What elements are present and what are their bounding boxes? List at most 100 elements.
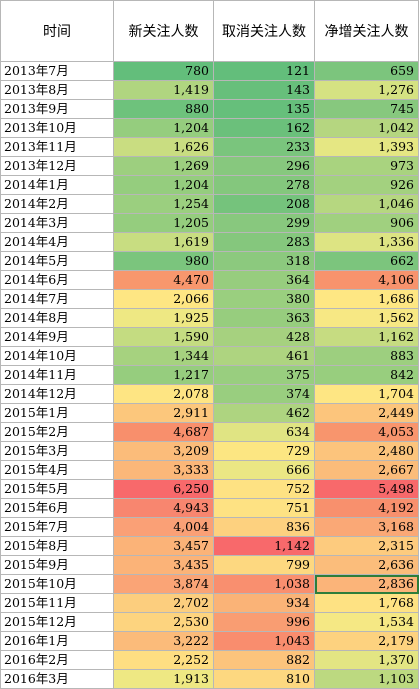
cell-net-followers[interactable]: 2,449 xyxy=(314,403,419,423)
header-unfollows[interactable]: 取消关注人数 xyxy=(213,0,315,62)
cell-unfollows[interactable]: 278 xyxy=(213,175,315,195)
cell-new-followers[interactable]: 1,626 xyxy=(113,137,214,157)
cell-unfollows[interactable]: 882 xyxy=(213,650,315,670)
cell-new-followers[interactable]: 2,066 xyxy=(113,289,214,309)
cell-unfollows[interactable]: 461 xyxy=(213,346,315,366)
cell-net-followers[interactable]: 1,042 xyxy=(314,118,419,138)
cell-net-followers[interactable]: 662 xyxy=(314,251,419,271)
cell-new-followers[interactable]: 4,004 xyxy=(113,517,214,537)
cell-new-followers[interactable]: 1,205 xyxy=(113,213,214,233)
cell-net-followers[interactable]: 1,704 xyxy=(314,384,419,404)
cell-unfollows[interactable]: 135 xyxy=(213,99,315,119)
cell-net-followers[interactable]: 4,053 xyxy=(314,422,419,442)
cell-net-followers[interactable]: 883 xyxy=(314,346,419,366)
cell-unfollows[interactable]: 121 xyxy=(213,61,315,81)
cell-month[interactable]: 2014年5月 xyxy=(0,251,114,271)
cell-month[interactable]: 2015年3月 xyxy=(0,441,114,461)
cell-new-followers[interactable]: 1,590 xyxy=(113,327,214,347)
cell-net-followers[interactable]: 1,686 xyxy=(314,289,419,309)
cell-new-followers[interactable]: 3,333 xyxy=(113,460,214,480)
cell-month[interactable]: 2015年1月 xyxy=(0,403,114,423)
cell-new-followers[interactable]: 6,250 xyxy=(113,479,214,499)
cell-new-followers[interactable]: 3,874 xyxy=(113,574,214,594)
cell-new-followers[interactable]: 4,687 xyxy=(113,422,214,442)
cell-new-followers[interactable]: 4,470 xyxy=(113,270,214,290)
cell-new-followers[interactable]: 1,204 xyxy=(113,118,214,138)
cell-month[interactable]: 2014年1月 xyxy=(0,175,114,195)
cell-unfollows[interactable]: 364 xyxy=(213,270,315,290)
cell-unfollows[interactable]: 752 xyxy=(213,479,315,499)
cell-unfollows[interactable]: 233 xyxy=(213,137,315,157)
cell-month[interactable]: 2015年11月 xyxy=(0,593,114,613)
cell-month[interactable]: 2014年11月 xyxy=(0,365,114,385)
cell-new-followers[interactable]: 2,078 xyxy=(113,384,214,404)
cell-net-followers[interactable]: 4,192 xyxy=(314,498,419,518)
cell-new-followers[interactable]: 3,435 xyxy=(113,555,214,575)
cell-month[interactable]: 2015年6月 xyxy=(0,498,114,518)
cell-month[interactable]: 2016年2月 xyxy=(0,650,114,670)
cell-new-followers[interactable]: 1,419 xyxy=(113,80,214,100)
cell-month[interactable]: 2014年10月 xyxy=(0,346,114,366)
cell-unfollows[interactable]: 1,142 xyxy=(213,536,315,556)
cell-net-followers[interactable]: 1,336 xyxy=(314,232,419,252)
header-time[interactable]: 时间 xyxy=(0,0,114,62)
cell-unfollows[interactable]: 318 xyxy=(213,251,315,271)
cell-net-followers[interactable]: 2,480 xyxy=(314,441,419,461)
cell-new-followers[interactable]: 2,702 xyxy=(113,593,214,613)
cell-unfollows[interactable]: 283 xyxy=(213,232,315,252)
cell-month[interactable]: 2014年4月 xyxy=(0,232,114,252)
cell-month[interactable]: 2014年9月 xyxy=(0,327,114,347)
cell-net-followers[interactable]: 2,179 xyxy=(314,631,419,651)
cell-net-followers[interactable]: 1,393 xyxy=(314,137,419,157)
cell-month[interactable]: 2013年8月 xyxy=(0,80,114,100)
cell-month[interactable]: 2013年12月 xyxy=(0,156,114,176)
cell-unfollows[interactable]: 380 xyxy=(213,289,315,309)
cell-net-followers[interactable]: 2,836 xyxy=(314,574,419,594)
cell-new-followers[interactable]: 3,209 xyxy=(113,441,214,461)
cell-new-followers[interactable]: 1,619 xyxy=(113,232,214,252)
cell-unfollows[interactable]: 462 xyxy=(213,403,315,423)
cell-month[interactable]: 2015年8月 xyxy=(0,536,114,556)
cell-net-followers[interactable]: 1,046 xyxy=(314,194,419,214)
cell-net-followers[interactable]: 926 xyxy=(314,175,419,195)
cell-month[interactable]: 2014年12月 xyxy=(0,384,114,404)
cell-month[interactable]: 2015年7月 xyxy=(0,517,114,537)
cell-new-followers[interactable]: 4,943 xyxy=(113,498,214,518)
cell-net-followers[interactable]: 5,498 xyxy=(314,479,419,499)
cell-net-followers[interactable]: 1,276 xyxy=(314,80,419,100)
cell-net-followers[interactable]: 2,636 xyxy=(314,555,419,575)
cell-month[interactable]: 2015年9月 xyxy=(0,555,114,575)
cell-month[interactable]: 2013年10月 xyxy=(0,118,114,138)
cell-month[interactable]: 2014年8月 xyxy=(0,308,114,328)
cell-unfollows[interactable]: 296 xyxy=(213,156,315,176)
cell-unfollows[interactable]: 634 xyxy=(213,422,315,442)
header-new-followers[interactable]: 新关注人数 xyxy=(113,0,214,62)
cell-new-followers[interactable]: 1,269 xyxy=(113,156,214,176)
cell-unfollows[interactable]: 810 xyxy=(213,669,315,689)
cell-unfollows[interactable]: 208 xyxy=(213,194,315,214)
cell-net-followers[interactable]: 659 xyxy=(314,61,419,81)
cell-new-followers[interactable]: 980 xyxy=(113,251,214,271)
cell-new-followers[interactable]: 3,457 xyxy=(113,536,214,556)
cell-net-followers[interactable]: 906 xyxy=(314,213,419,233)
cell-net-followers[interactable]: 973 xyxy=(314,156,419,176)
cell-unfollows[interactable]: 363 xyxy=(213,308,315,328)
cell-new-followers[interactable]: 2,530 xyxy=(113,612,214,632)
cell-new-followers[interactable]: 3,222 xyxy=(113,631,214,651)
cell-month[interactable]: 2013年7月 xyxy=(0,61,114,81)
header-net-followers[interactable]: 净增关注人数 xyxy=(314,0,419,62)
cell-month[interactable]: 2014年7月 xyxy=(0,289,114,309)
cell-unfollows[interactable]: 1,043 xyxy=(213,631,315,651)
cell-net-followers[interactable]: 842 xyxy=(314,365,419,385)
cell-new-followers[interactable]: 1,925 xyxy=(113,308,214,328)
cell-new-followers[interactable]: 2,911 xyxy=(113,403,214,423)
cell-unfollows[interactable]: 836 xyxy=(213,517,315,537)
cell-unfollows[interactable]: 143 xyxy=(213,80,315,100)
cell-month[interactable]: 2015年12月 xyxy=(0,612,114,632)
cell-unfollows[interactable]: 374 xyxy=(213,384,315,404)
cell-month[interactable]: 2015年2月 xyxy=(0,422,114,442)
cell-unfollows[interactable]: 1,038 xyxy=(213,574,315,594)
cell-month[interactable]: 2014年2月 xyxy=(0,194,114,214)
cell-unfollows[interactable]: 375 xyxy=(213,365,315,385)
cell-new-followers[interactable]: 1,217 xyxy=(113,365,214,385)
